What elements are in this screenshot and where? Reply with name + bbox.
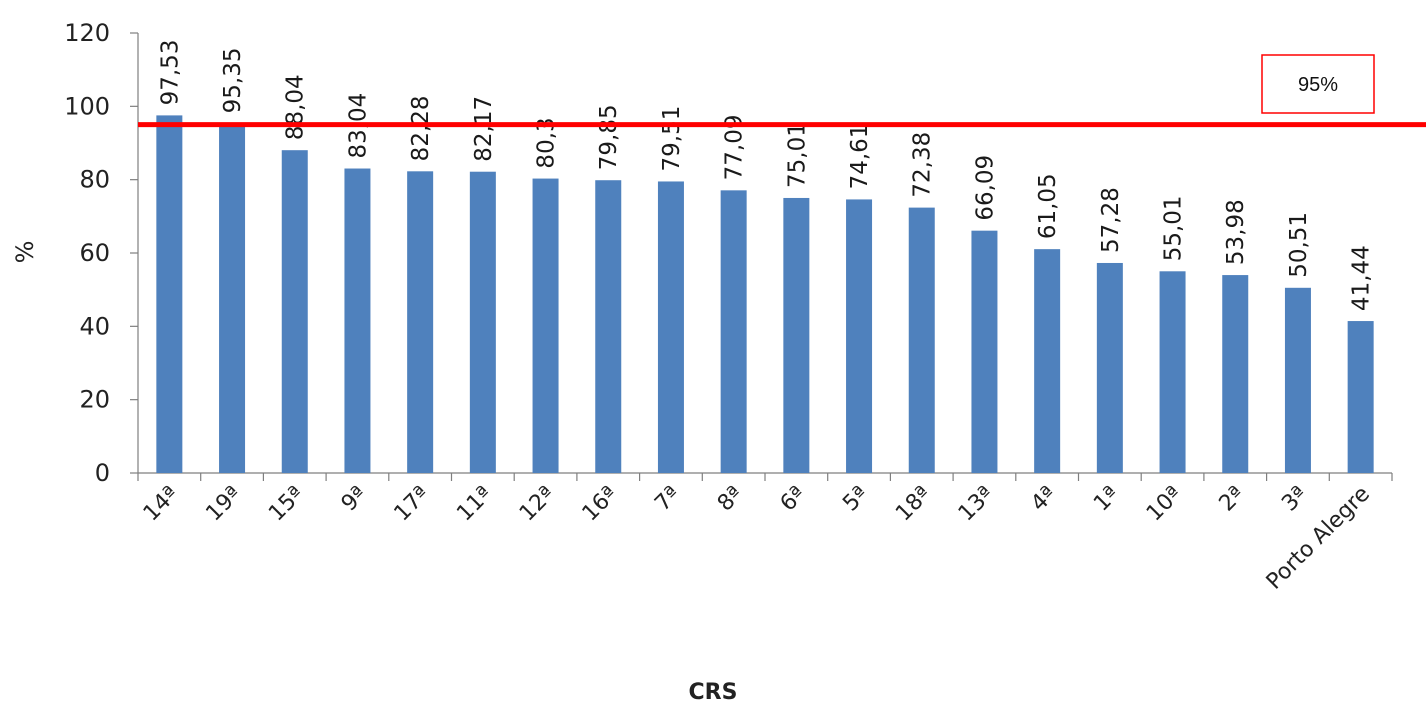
category-label: 16ª [578,482,623,527]
data-label: 55,01 [1161,195,1187,261]
bar [1348,321,1374,473]
category-label: 3ª [1277,482,1312,517]
y-tick-label: 120 [64,19,110,47]
category-label: 8ª [713,482,748,517]
data-label: 79,51 [659,106,685,172]
bar [658,181,684,473]
category-label: 14ª [139,482,184,527]
bar [1285,288,1311,473]
data-label: 57,28 [1098,187,1124,253]
category-label: 13ª [954,482,999,527]
category-label: 6ª [776,482,811,517]
bar [344,169,370,473]
category-label: 15ª [264,482,309,527]
bar [156,115,182,473]
category-label: 10ª [1142,482,1187,527]
bar [533,179,559,473]
category-label: 2ª [1215,482,1250,517]
data-label: 41,44 [1349,245,1375,311]
data-label: 97,53 [157,40,183,106]
category-label: 4ª [1026,482,1061,517]
data-label: 88,04 [283,74,309,140]
bar [1160,271,1186,473]
data-label: 95,35 [220,48,246,114]
y-axis-title: % [11,241,39,264]
bar [721,190,747,473]
bar [282,150,308,473]
reference-line-group: 95% [138,55,1426,125]
x-axis [138,473,1392,481]
data-label: 50,51 [1286,212,1312,278]
data-label: 72,38 [910,132,936,198]
category-label: 11ª [452,482,497,527]
y-tick-label: 80 [79,166,110,194]
reference-label: 95% [1298,74,1338,96]
bar [971,231,997,473]
bar [1097,263,1123,473]
category-label: 18ª [891,482,936,527]
y-axis: 0 20 40 60 80 100 120 [64,19,138,487]
data-label: 82,28 [408,95,434,161]
bar [219,123,245,473]
category-label: 17ª [390,482,435,527]
data-label: 75,01 [784,122,810,188]
y-tick-label: 100 [64,92,110,120]
bar [1034,249,1060,473]
category-labels: 14ª 19ª 15ª 9ª 17ª 11ª 12ª 16ª 7ª 8ª 6ª 5ª 18ª 13ª 4ª 1… [139,482,1375,595]
data-label: 66,09 [972,155,998,221]
bar [1222,275,1248,473]
category-label: 5ª [838,482,873,517]
category-label: 12ª [515,482,560,527]
bar [783,198,809,473]
y-tick-label: 0 [95,459,110,487]
bars [156,115,1373,473]
category-label: 19ª [201,482,246,527]
data-label: 74,61 [847,124,873,190]
data-label: 53,98 [1223,199,1249,265]
bar [846,199,872,473]
data-label: 79,85 [596,104,622,170]
bar [909,208,935,473]
category-label: 1ª [1089,482,1124,517]
category-label: 9ª [337,482,372,517]
bar [407,171,433,473]
data-labels: 97,5395,3588,0483,0482,2882,1780,379,857… [157,40,1374,312]
data-label: 82,17 [471,96,497,162]
y-tick-label: 20 [79,386,110,414]
data-label: 61,05 [1035,173,1061,239]
bar [595,180,621,473]
x-axis-title: CRS [689,680,738,705]
category-label: 7ª [650,482,685,517]
y-tick-label: 40 [79,312,110,340]
y-tick-label: 60 [79,239,110,267]
bar [470,172,496,473]
